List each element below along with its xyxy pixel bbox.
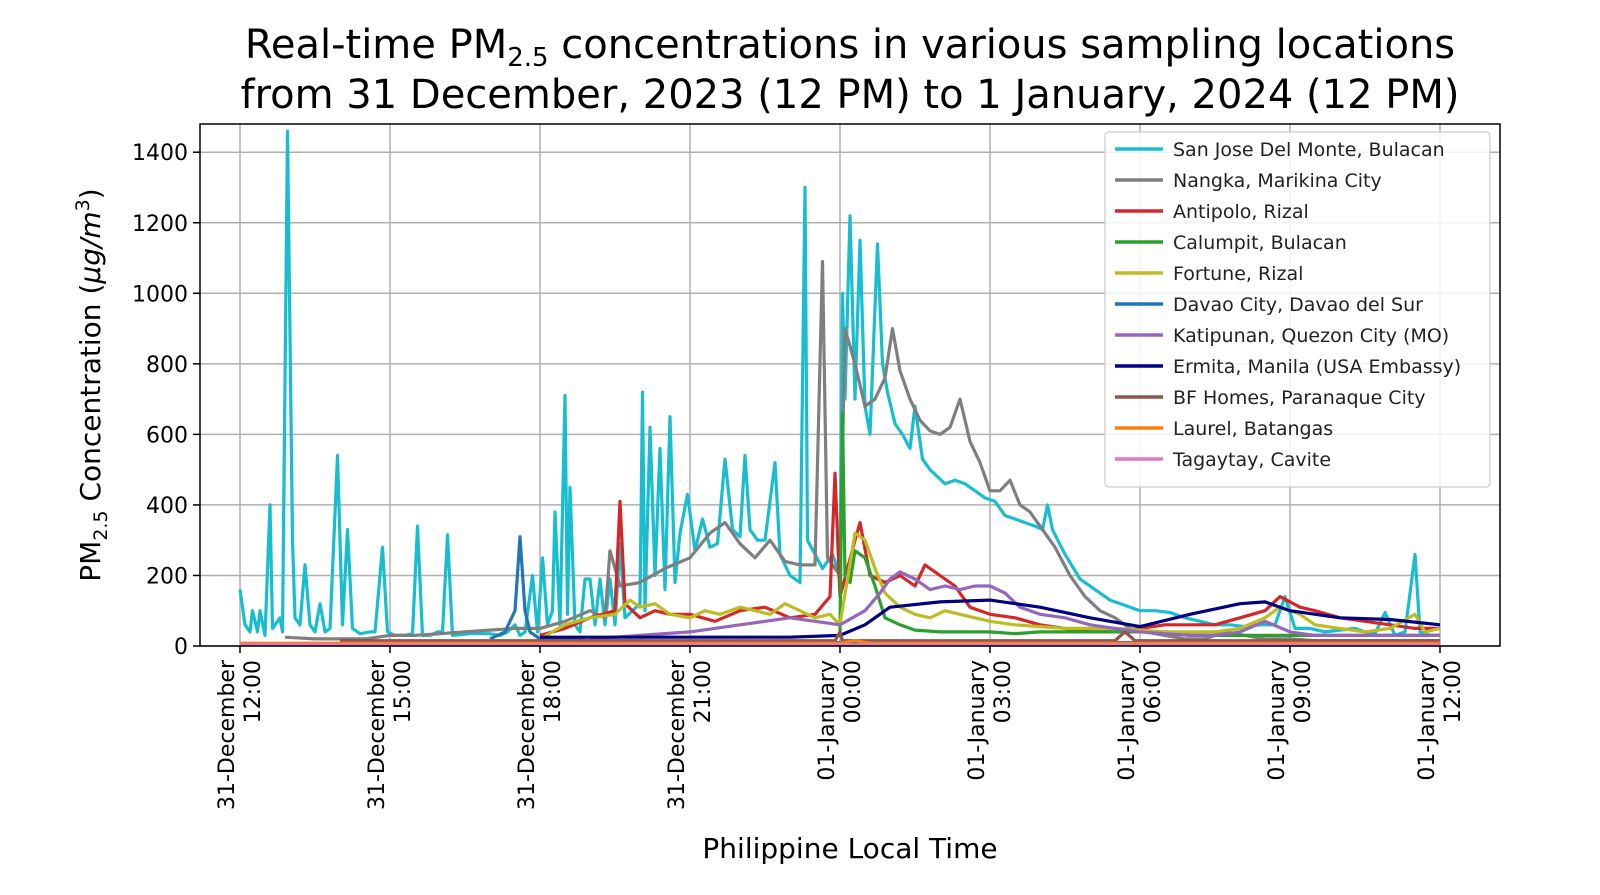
x-tick-time: 21:00: [691, 660, 716, 723]
chart-title-line-2: from 31 December, 2023 (12 PM) to 1 Janu…: [240, 72, 1459, 118]
legend-box: [1104, 131, 1491, 488]
y-tick-label: 400: [146, 494, 188, 519]
x-tick-time: 12:00: [241, 660, 266, 723]
y-tick-label: 1000: [132, 282, 188, 307]
x-tick-date: 01-January: [1415, 660, 1440, 781]
legend-entry-label: Antipolo, Rizal: [1173, 201, 1309, 223]
legend-entry-label: Nangka, Marikina City: [1173, 170, 1382, 192]
legend: San Jose Del Monte, Bulacan Nangka, Marik…: [1104, 131, 1491, 488]
chart-title-line-1: Real-time PM2.5 concentrations in variou…: [245, 22, 1455, 73]
x-tick-label: 31-December 12:00: [215, 659, 266, 810]
x-tick-time: 12:00: [1441, 660, 1466, 723]
x-tick-time: 15:00: [391, 660, 416, 723]
x-tick-date: 31-December: [365, 659, 390, 810]
x-tick-date: 31-December: [515, 659, 540, 810]
y-tick-label: 600: [146, 423, 188, 448]
y-tick-layer: 0 200 400 600 800 1000 1200 1400: [132, 141, 200, 660]
legend-entry-label: Ermita, Manila (USA Embassy): [1173, 356, 1461, 378]
x-tick-label: 31-December 18:00: [515, 659, 566, 810]
x-tick-date: 01-January: [1115, 660, 1140, 781]
legend-entry-label: Katipunan, Quezon City (MO): [1173, 325, 1449, 347]
x-tick-time: 18:00: [541, 660, 566, 723]
series-line: [284, 260, 1440, 643]
legend-entry-label: San Jose Del Monte, Bulacan: [1173, 139, 1445, 161]
x-tick-time: 06:00: [1141, 660, 1166, 723]
series-layer: [238, 129, 1441, 647]
series-line: [589, 570, 1440, 641]
series-line: [539, 531, 1441, 641]
y-tick-label: 1400: [132, 141, 188, 166]
x-tick-label: 31-December 21:00: [665, 659, 716, 810]
series-line: [540, 598, 1441, 639]
series-line: [340, 630, 1440, 643]
x-tick-label: 01-January 09:00: [1265, 660, 1316, 781]
x-tick-label: 01-January 06:00: [1115, 660, 1166, 781]
y-axis-label: PM2.5 Concentration (μg/m3): [72, 188, 112, 581]
legend-entry-label: Davao City, Davao del Sur: [1173, 294, 1423, 316]
y-tick-label: 0: [174, 635, 188, 660]
y-tick-label: 800: [146, 353, 188, 378]
x-tick-date: 01-January: [965, 660, 990, 781]
x-tick-label: 01-January 03:00: [965, 660, 1016, 781]
series-line: [240, 639, 1440, 645]
legend-entry-label: Laurel, Batangas: [1173, 418, 1333, 440]
x-tick-label: 01-January 12:00: [1415, 660, 1466, 781]
x-tick-date: 31-December: [665, 659, 690, 810]
grid-layer: [200, 124, 1500, 647]
x-tick-date: 01-January: [1265, 660, 1290, 781]
x-tick-time: 03:00: [991, 660, 1016, 723]
legend-entry-label: Calumpit, Bulacan: [1173, 232, 1347, 254]
x-tick-time: 00:00: [841, 660, 866, 723]
x-tick-date: 01-January: [815, 660, 840, 781]
x-axis-label: Philippine Local Time: [702, 832, 997, 865]
x-tick-layer: 31-December 12:00 31-December 15:00 31-Decem…: [215, 646, 1466, 810]
x-tick-time: 09:00: [1291, 660, 1316, 723]
legend-entry-label: Fortune, Rizal: [1173, 263, 1303, 285]
x-tick-label: 31-December 15:00: [365, 659, 416, 810]
y-tick-label: 200: [146, 564, 188, 589]
legend-entry-label: BF Homes, Paranaque City: [1173, 387, 1426, 409]
legend-entry-label: Tagaytay, Cavite: [1172, 449, 1331, 471]
plot-frame: [199, 123, 1501, 647]
x-tick-date: 31-December: [215, 659, 240, 810]
x-tick-label: 01-January 00:00: [815, 660, 866, 781]
y-tick-label: 1200: [132, 212, 188, 237]
series-line: [238, 129, 1440, 637]
